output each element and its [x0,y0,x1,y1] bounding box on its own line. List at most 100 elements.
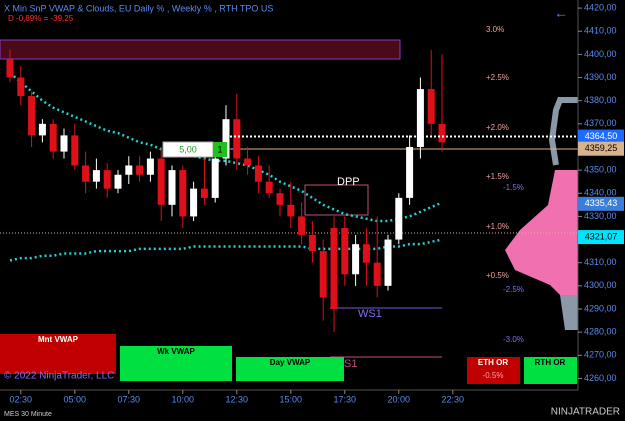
price-tag-label: 4321,07 [585,231,618,241]
candle-body [103,170,111,189]
candle-body [222,119,230,159]
x-tick-label: 22:30 [442,394,465,404]
y-tick-label: 4340,00 [584,188,617,198]
order-qty[interactable]: 5,00 [179,144,197,154]
button-label[interactable]: ETH OR [478,358,508,367]
candle-body [308,234,316,252]
y-tick-label: 4420,00 [584,2,617,12]
profile [505,170,578,295]
candle-body [71,135,79,166]
button-label[interactable]: Mnt VWAP [38,335,79,344]
candle-body [179,170,187,217]
button-label[interactable]: Wk VWAP [157,347,195,356]
level-label: WS1 [358,308,382,320]
price-tag [578,129,624,144]
zone [0,39,401,60]
price-tag-label: 4359,25 [585,143,618,153]
button[interactable] [236,357,344,381]
candle-body [287,204,295,217]
button[interactable] [0,334,116,374]
candle-body [298,216,306,235]
y-tick-label: 4400,00 [584,49,617,59]
price-tag-label: 4364,50 [585,131,618,141]
candle-body [60,135,68,152]
y-tick-label: 4390,00 [584,72,617,82]
profile [548,97,578,166]
vwap-line [9,71,443,223]
candle-body [244,158,252,166]
y-tick-label: 4410,00 [584,26,617,36]
y-tick-label: 4280,00 [584,327,617,337]
y-tick-label: 4350,00 [584,164,617,174]
dpp-box [304,184,369,216]
x-tick-label: 07:30 [118,394,141,404]
y-tick-label: 4300,00 [584,280,617,290]
candle-body [265,181,273,194]
candle-body [395,197,403,240]
candle-body [38,123,46,136]
candle-body [276,193,284,205]
button-label[interactable]: RTH OR [535,358,566,367]
button-label[interactable]: -0.5% [483,371,504,380]
order-count-box[interactable] [213,142,227,157]
candle-body [384,239,392,286]
level-label: -3.0% [503,335,524,344]
y-tick-label: 4260,00 [584,373,617,383]
level-label: S1 [344,358,357,370]
level-label: -1.5% [503,183,524,192]
x-tick-label: 10:00 [172,394,195,404]
price-tag [578,196,624,211]
x-tick-label: 17:30 [334,394,357,404]
price-tag [578,141,624,156]
button[interactable] [467,357,520,384]
chart-title: X Min SnP VWAP & Clouds, EU Daily % , We… [4,3,273,13]
x-tick-label: 05:00 [64,394,87,404]
y-tick-label: 4270,00 [584,350,617,360]
button-label[interactable]: Day VWAP [270,358,311,367]
candle-body [146,158,154,175]
candle-body [168,170,176,205]
candle-body [341,227,349,275]
candle-body [319,251,327,298]
daily-change: D -0,89% = -39,25 [8,14,74,23]
candle-body [254,165,262,182]
level-label: 3.0% [486,25,504,34]
candle-body [416,89,424,147]
candle-body [406,146,414,198]
candle-body [330,227,338,309]
candle-body [427,89,435,124]
y-tick-label: 4290,00 [584,303,617,313]
vwap-line [9,238,443,262]
candle-body [157,158,165,205]
candle-body [49,123,57,152]
candle-body [211,158,219,198]
x-tick-label: 15:00 [280,394,303,404]
button[interactable] [120,346,232,381]
order-count[interactable]: 1 [217,144,222,154]
x-tick-label: 12:30 [226,394,249,404]
x-tick-label: 02:30 [10,394,33,404]
copyright: © 2022 NinjaTrader, LLC [4,371,114,382]
instrument: MES 30 Minute [4,411,52,418]
price-tag [578,230,624,245]
candle-body [362,244,370,263]
y-tick-label: 4310,00 [584,257,617,267]
plot: 4260,00 4270,00 4280,00 4290,00 4300,00 4310,… [6,2,624,404]
y-tick-label: 4370,00 [584,118,617,128]
candle-body [233,119,241,159]
y-tick-label: 4330,00 [584,211,617,221]
level-label: +1.0% [486,222,509,231]
button[interactable] [524,357,577,384]
level-label: +1.5% [486,172,509,181]
candle-body [373,262,381,286]
candle-body [200,188,208,198]
candle-body [125,165,133,175]
price-tag-label: 4335,43 [585,198,618,208]
back-arrow[interactable]: ← [554,5,568,21]
candle-body [17,77,25,97]
candle-body [352,244,360,275]
candle-body [28,96,36,136]
level-label: DPP [337,176,360,188]
y-tick-label: 4380,00 [584,95,617,105]
